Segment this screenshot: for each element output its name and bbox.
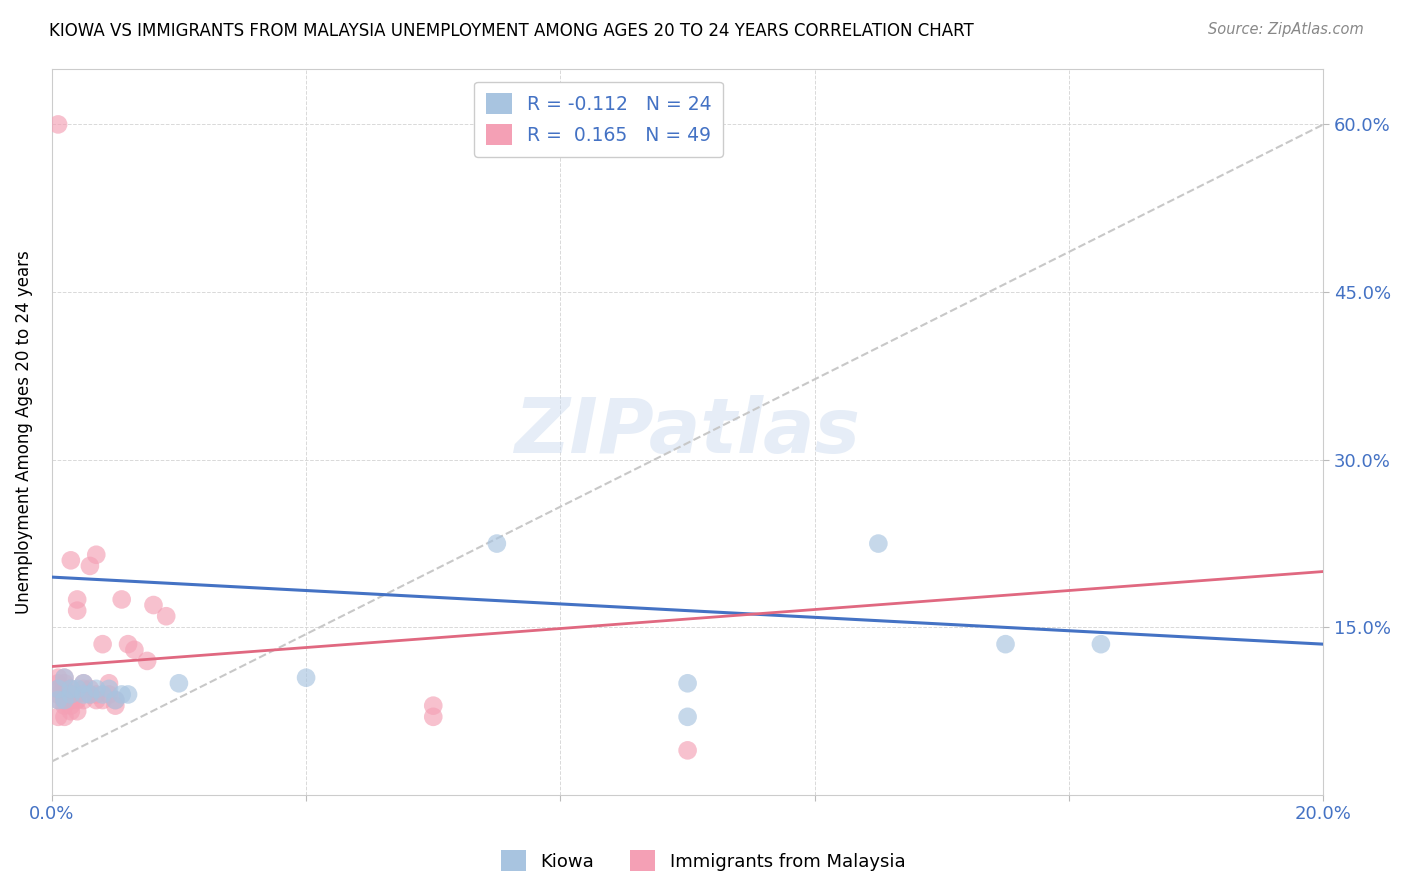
Point [676,676,699,690]
Point [84,693,107,707]
Point [53,681,76,696]
Point [53,693,76,707]
Point [84,681,107,696]
Point [994,637,1017,651]
Point [53,671,76,685]
Point [117,688,139,702]
Y-axis label: Unemployment Among Ages 20 to 24 years: Unemployment Among Ages 20 to 24 years [15,250,32,614]
Point [72,693,94,707]
Point [104,693,127,707]
Point [104,693,127,707]
Point [46,117,69,131]
Text: ZIPatlas: ZIPatlas [515,395,860,469]
Point [1090,637,1112,651]
Point [142,598,165,612]
Point [91,693,114,707]
Point [46,693,69,707]
Point [72,676,94,690]
Point [98,676,121,690]
Point [53,710,76,724]
Point [295,671,318,685]
Point [98,688,121,702]
Point [91,688,114,702]
Point [72,676,94,690]
Point [111,592,134,607]
Point [53,676,76,690]
Point [104,698,127,713]
Point [46,693,69,707]
Point [136,654,159,668]
Point [117,637,139,651]
Point [59,688,82,702]
Point [66,681,89,696]
Point [84,688,107,702]
Point [53,693,76,707]
Point [155,609,177,624]
Point [422,710,444,724]
Point [91,637,114,651]
Point [59,688,82,702]
Point [98,681,121,696]
Point [66,704,89,718]
Point [53,698,76,713]
Point [46,688,69,702]
Point [59,698,82,713]
Legend: Kiowa, Immigrants from Malaysia: Kiowa, Immigrants from Malaysia [494,843,912,879]
Legend: R = -0.112   N = 24, R =  0.165   N = 49: R = -0.112 N = 24, R = 0.165 N = 49 [474,81,723,157]
Point [66,688,89,702]
Point [79,681,101,696]
Point [59,681,82,696]
Point [676,710,699,724]
Point [59,693,82,707]
Point [79,558,101,573]
Point [66,693,89,707]
Point [868,536,890,550]
Point [59,704,82,718]
Point [79,688,101,702]
Text: KIOWA VS IMMIGRANTS FROM MALAYSIA UNEMPLOYMENT AMONG AGES 20 TO 24 YEARS CORRELA: KIOWA VS IMMIGRANTS FROM MALAYSIA UNEMPL… [49,22,974,40]
Point [124,642,146,657]
Point [422,698,444,713]
Point [46,681,69,696]
Point [53,688,76,702]
Point [72,688,94,702]
Point [46,710,69,724]
Point [59,553,82,567]
Text: Source: ZipAtlas.com: Source: ZipAtlas.com [1208,22,1364,37]
Point [66,592,89,607]
Point [46,671,69,685]
Point [66,604,89,618]
Point [676,743,699,757]
Point [111,688,134,702]
Point [84,548,107,562]
Point [59,681,82,696]
Point [53,671,76,685]
Point [72,681,94,696]
Point [485,536,508,550]
Point [46,676,69,690]
Point [79,688,101,702]
Point [167,676,190,690]
Point [46,681,69,696]
